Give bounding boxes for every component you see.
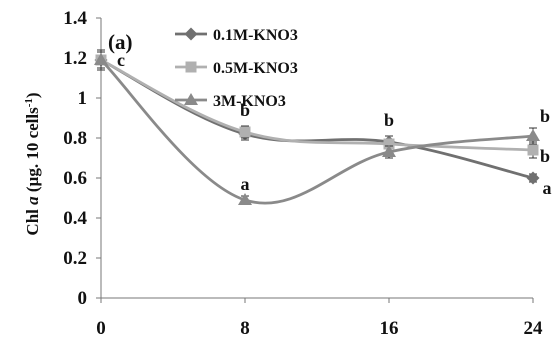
legend-label: 0.1M-KNO3 (213, 27, 298, 44)
data-point (527, 144, 539, 156)
legend-item-3: 3M-KNO3 (175, 93, 286, 110)
significance-label: b (384, 110, 394, 130)
series-3 (94, 49, 540, 205)
significance-label: b (540, 106, 550, 126)
data-point (94, 53, 108, 65)
significance-label: a (543, 178, 552, 198)
y-tick-label: 0.4 (63, 208, 87, 229)
significance-label: b (540, 146, 550, 166)
data-point (383, 138, 395, 150)
legend-marker (185, 61, 197, 73)
data-point (239, 126, 251, 138)
y-tick-label: 0.2 (63, 248, 87, 269)
legend-item-2: 0.5M-KNO3 (175, 60, 298, 77)
x-tick-label: 24 (524, 318, 544, 339)
y-axis-title: Chl a (µg. 10 cells-1) (23, 92, 42, 235)
data-point (238, 193, 252, 205)
legend-label: 0.5M-KNO3 (213, 60, 298, 77)
legend-item-1: 0.1M-KNO3 (175, 27, 298, 44)
series-layer (94, 49, 540, 205)
panel-label: (a) (108, 30, 133, 54)
significance-label: c (117, 50, 125, 70)
y-tick-label: 1.2 (63, 48, 87, 69)
significance-label: b (240, 100, 250, 120)
x-tick-label: 8 (240, 318, 250, 339)
y-tick-label: 1 (78, 88, 88, 109)
x-tick-label: 16 (380, 318, 399, 339)
series-1 (94, 51, 540, 185)
legend-label: 3M-KNO3 (213, 93, 286, 110)
legend-marker (184, 93, 198, 105)
data-point (526, 129, 540, 141)
axes-layer: 0 0.2 0.4 0.6 0.8 1 1.2 1.4 0 8 16 24 (63, 8, 543, 339)
series-line (100, 58, 534, 180)
series-line (100, 58, 534, 205)
significance-label: a (241, 174, 250, 194)
y-tick-label: 1.4 (63, 8, 87, 29)
legend-marker (184, 27, 198, 41)
y-tick-label: 0 (78, 288, 88, 309)
data-point (526, 171, 540, 185)
legend: 0.1M-KNO3 0.5M-KNO3 3M-KNO3 (175, 27, 298, 110)
x-tick-label: 0 (96, 318, 106, 339)
data-point (382, 145, 396, 157)
y-tick-label: 0.8 (63, 128, 87, 149)
y-tick-label: 0.6 (63, 168, 87, 189)
series-line (100, 58, 534, 152)
